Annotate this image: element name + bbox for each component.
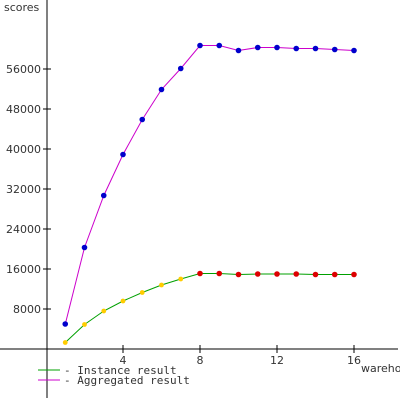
- series-line: [64, 45, 355, 325]
- x-tick-label: 4: [120, 354, 127, 367]
- x-tick-label: 12: [270, 354, 284, 367]
- y-tick-label: 24000: [6, 223, 41, 236]
- data-point: [254, 44, 261, 51]
- data-point: [159, 282, 164, 288]
- data-point: [82, 322, 87, 327]
- data-point: [120, 298, 126, 304]
- data-point: [197, 270, 203, 277]
- data-point: [81, 244, 88, 251]
- data-point: [293, 271, 300, 277]
- x-tick-label: 16: [347, 354, 361, 367]
- data-point: [351, 271, 357, 278]
- data-point: [158, 86, 165, 93]
- data-point: [331, 271, 338, 278]
- tick-marks: 8000 16000 24000 32000 40000 48000 56000 4 8 12 16: [6, 63, 361, 367]
- y-tick-label: 40000: [6, 143, 41, 156]
- data-point: [293, 45, 300, 52]
- data-point: [100, 192, 107, 199]
- data-point: [235, 271, 242, 278]
- data-point: [254, 271, 261, 277]
- y-axis-title: scores: [4, 1, 40, 14]
- series-line: [64, 273, 354, 343]
- data-point: [331, 46, 338, 53]
- series-layer: [62, 42, 357, 345]
- data-point: [351, 47, 357, 54]
- y-tick-label: 8000: [13, 303, 41, 316]
- data-point: [312, 271, 319, 278]
- data-point: [178, 276, 184, 282]
- data-point: [139, 116, 146, 123]
- data-point: [101, 308, 107, 314]
- series-1: [62, 270, 357, 345]
- data-point: [62, 340, 68, 345]
- data-point: [177, 65, 184, 72]
- data-point: [216, 42, 223, 49]
- data-point: [235, 47, 242, 54]
- data-point: [274, 44, 280, 51]
- data-point: [62, 321, 69, 327]
- data-point: [312, 45, 319, 52]
- series-2: [62, 42, 357, 327]
- data-point: [197, 42, 203, 49]
- y-tick-label: 56000: [6, 63, 41, 76]
- y-tick-label: 32000: [6, 183, 41, 196]
- y-tick-label: 16000: [6, 263, 41, 276]
- legend-label: - Aggregated result: [64, 374, 190, 387]
- legend-label: - Instance result: [64, 364, 177, 377]
- data-point: [120, 151, 126, 158]
- x-axis-title: warehouses: [361, 362, 400, 375]
- y-tick-label: 48000: [6, 103, 41, 116]
- data-point: [139, 290, 145, 295]
- data-point: [274, 271, 280, 277]
- data-point: [216, 270, 223, 277]
- x-tick-label: 8: [197, 354, 204, 367]
- legend: - Instance result- Aggregated result: [38, 364, 190, 387]
